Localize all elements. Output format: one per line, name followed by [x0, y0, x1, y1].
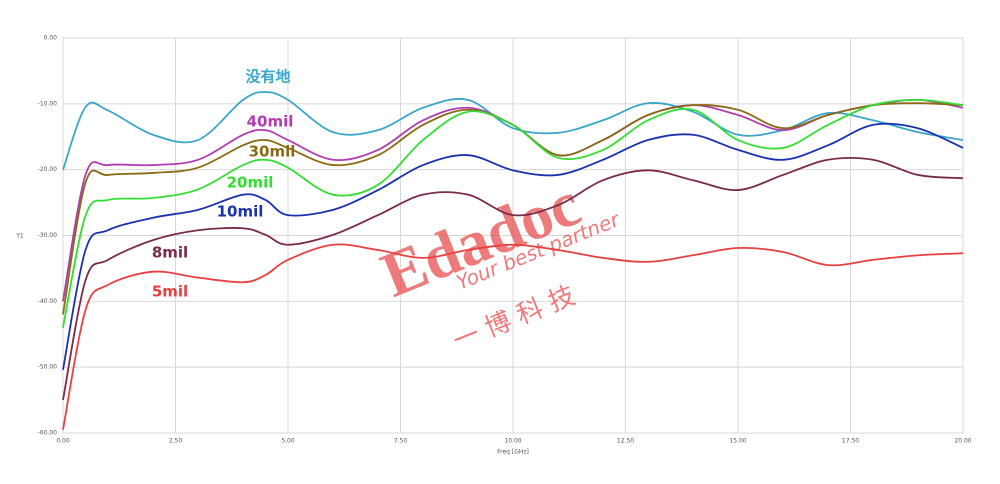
series-line	[62, 122, 964, 370]
series-label: 10mil	[217, 203, 264, 221]
y-axis-label: Y1	[15, 233, 24, 240]
x-axis-label: Freq [GHz]	[497, 449, 529, 456]
series-label: 20mil	[227, 174, 274, 192]
y-tick-label: -30.00	[38, 232, 58, 239]
x-tick-label: 17.50	[842, 438, 859, 445]
y-tick-label: -20.00	[38, 166, 58, 173]
series-label: 40mil	[247, 113, 294, 131]
series-line	[62, 102, 964, 315]
x-tick-label: 12.50	[617, 438, 634, 445]
series-label: 8mil	[152, 244, 188, 262]
series-label: 没有地	[245, 68, 290, 86]
series-line	[62, 243, 964, 430]
series-line	[62, 98, 964, 302]
y-tick-label: -10.00	[38, 100, 58, 107]
y-tick-label: -40.00	[38, 298, 58, 305]
x-tick-label: 2.50	[169, 438, 183, 445]
series-label: 30mil	[249, 143, 296, 161]
series-line	[62, 91, 964, 170]
y-tick-label: -60.00	[38, 430, 58, 437]
x-tick-label: 0.00	[56, 438, 70, 445]
x-tick-label: 7.50	[394, 438, 408, 445]
y-tick-label: 0.00	[44, 35, 58, 42]
x-tick-label: 20.00	[954, 438, 971, 445]
series-label: 5mil	[152, 283, 188, 301]
x-tick-label: 10.00	[504, 438, 521, 445]
x-tick-label: 5.00	[281, 438, 295, 445]
series-line	[62, 98, 964, 328]
series-line	[62, 156, 964, 401]
x-tick-label: 15.00	[729, 438, 746, 445]
y-tick-label: -50.00	[38, 364, 58, 371]
